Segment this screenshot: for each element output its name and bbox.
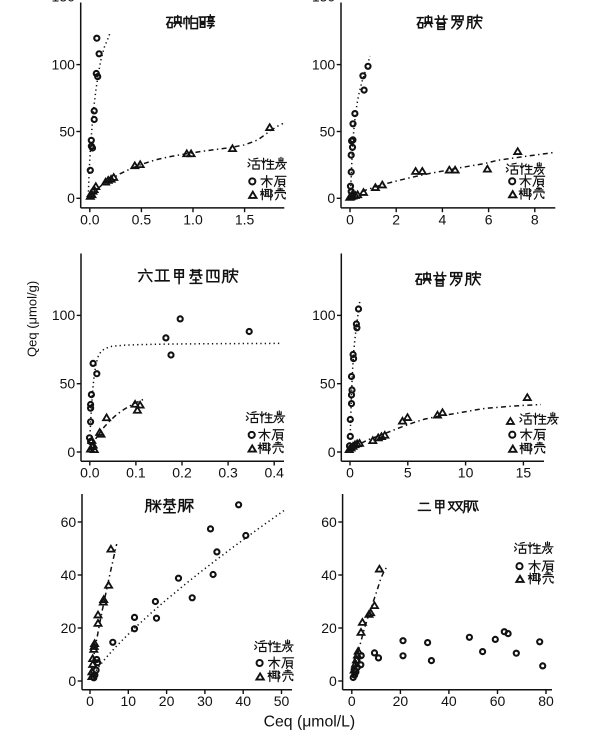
svg-text:40: 40 [235, 693, 251, 709]
svg-text:0: 0 [329, 673, 337, 689]
svg-text:0: 0 [327, 190, 335, 206]
svg-text:60: 60 [321, 514, 337, 530]
svg-text:100: 100 [52, 307, 76, 323]
svg-text:0: 0 [348, 693, 356, 709]
svg-text:40: 40 [441, 693, 457, 709]
svg-text:0.3: 0.3 [218, 464, 238, 480]
svg-text:Ceq (μmol/L): Ceq (μmol/L) [264, 713, 356, 730]
svg-text:150: 150 [312, 0, 336, 5]
svg-text:0: 0 [346, 464, 354, 480]
svg-text:0: 0 [68, 673, 76, 689]
svg-text:1.5: 1.5 [235, 212, 255, 228]
svg-text:150: 150 [52, 0, 76, 5]
svg-text:0.4: 0.4 [264, 464, 284, 480]
svg-text:50: 50 [320, 123, 336, 139]
svg-text:20: 20 [321, 620, 337, 636]
svg-text:0: 0 [86, 693, 94, 709]
svg-text:10: 10 [121, 693, 137, 709]
svg-text:40: 40 [61, 567, 77, 583]
svg-text:10: 10 [458, 464, 474, 480]
svg-text:50: 50 [60, 376, 76, 392]
svg-text:0.5: 0.5 [132, 212, 152, 228]
svg-text:0: 0 [346, 212, 354, 228]
svg-text:0: 0 [67, 190, 75, 206]
svg-text:15: 15 [516, 464, 532, 480]
svg-text:6: 6 [485, 212, 493, 228]
svg-text:50: 50 [320, 376, 336, 392]
svg-text:20: 20 [159, 693, 175, 709]
svg-text:Qeq (μmol/g): Qeq (μmol/g) [25, 281, 40, 357]
svg-text:8: 8 [531, 212, 539, 228]
svg-text:100: 100 [312, 56, 336, 72]
svg-text:30: 30 [197, 693, 213, 709]
svg-text:20: 20 [61, 620, 77, 636]
svg-text:0.0: 0.0 [80, 212, 100, 228]
svg-text:0: 0 [67, 444, 75, 460]
svg-text:0.2: 0.2 [172, 464, 192, 480]
svg-text:4: 4 [439, 212, 447, 228]
svg-text:100: 100 [312, 307, 336, 323]
svg-text:0: 0 [328, 444, 336, 460]
svg-text:1.0: 1.0 [183, 212, 203, 228]
svg-text:80: 80 [538, 693, 554, 709]
svg-text:0.0: 0.0 [80, 464, 100, 480]
svg-text:50: 50 [59, 123, 75, 139]
svg-text:20: 20 [393, 693, 409, 709]
svg-text:60: 60 [490, 693, 506, 709]
svg-text:2: 2 [392, 212, 400, 228]
svg-text:50: 50 [274, 693, 290, 709]
svg-text:0.1: 0.1 [126, 464, 146, 480]
svg-text:100: 100 [52, 56, 76, 72]
svg-text:5: 5 [404, 464, 412, 480]
svg-text:60: 60 [61, 514, 77, 530]
svg-text:40: 40 [321, 567, 337, 583]
